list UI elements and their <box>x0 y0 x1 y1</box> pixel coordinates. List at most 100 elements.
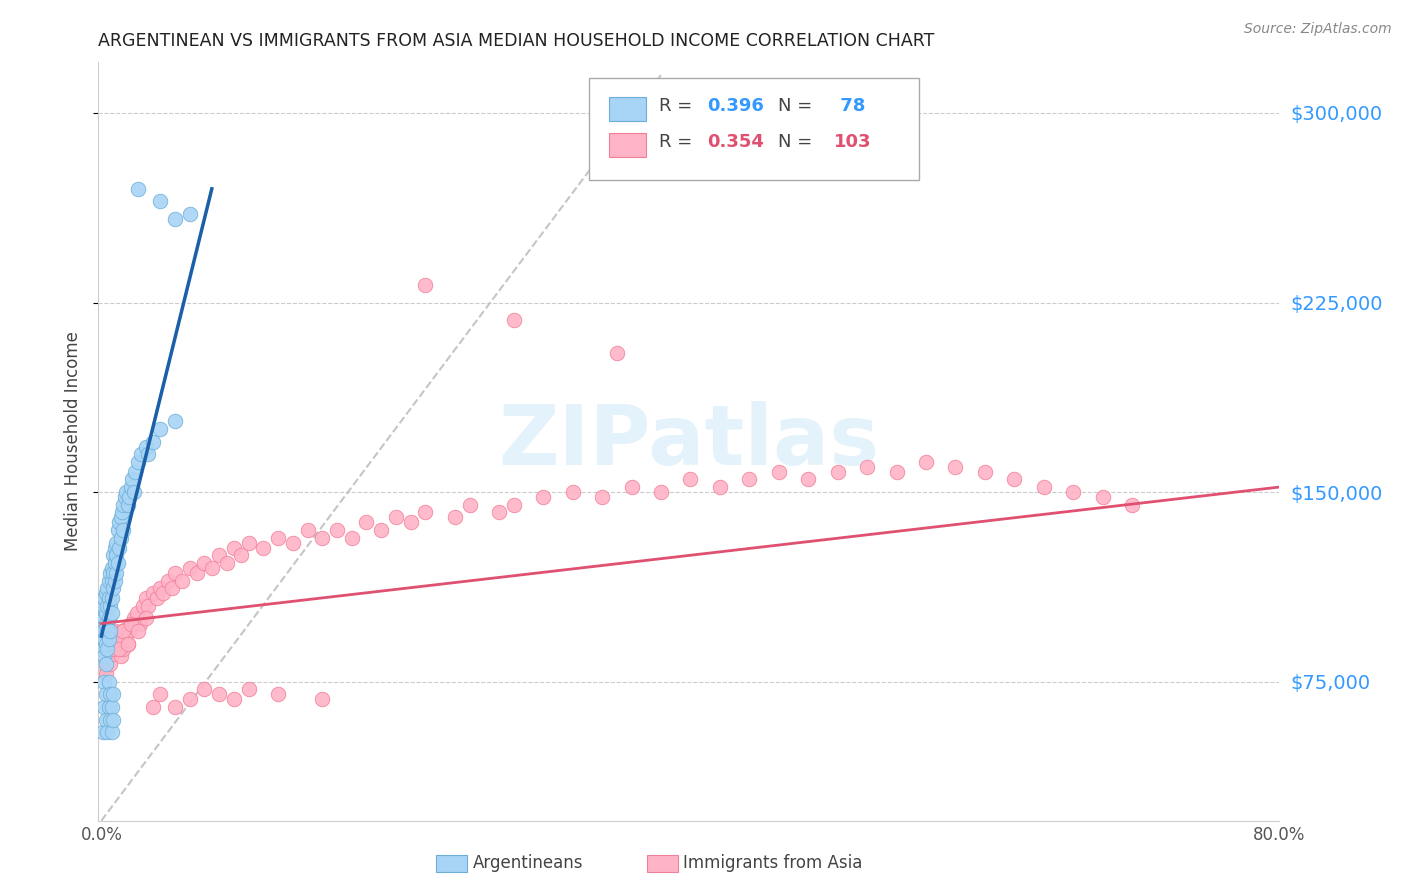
Point <box>149 422 172 436</box>
Point <box>93 632 115 646</box>
Point <box>101 581 124 595</box>
Point <box>100 699 122 714</box>
Point <box>97 574 120 588</box>
Point <box>135 440 157 454</box>
Point <box>128 616 150 631</box>
Point <box>107 523 129 537</box>
Point <box>94 607 117 621</box>
Point <box>311 531 333 545</box>
Point <box>149 687 172 701</box>
Point <box>104 556 127 570</box>
Point <box>163 212 186 227</box>
Point <box>110 510 132 524</box>
Point <box>152 586 174 600</box>
Point <box>91 599 114 613</box>
Point <box>252 541 274 555</box>
Point <box>94 624 117 639</box>
Point <box>97 591 120 606</box>
Point <box>118 490 141 504</box>
Point <box>91 725 114 739</box>
Point <box>104 574 127 588</box>
Point <box>215 556 238 570</box>
Point <box>108 641 131 656</box>
Text: Immigrants from Asia: Immigrants from Asia <box>683 855 863 872</box>
Point <box>94 657 117 671</box>
Point <box>105 535 128 549</box>
Point <box>96 725 118 739</box>
Point <box>231 548 253 563</box>
FancyBboxPatch shape <box>609 133 647 157</box>
Point <box>98 657 121 671</box>
Point <box>179 692 201 706</box>
Point <box>112 523 135 537</box>
Text: Argentineans: Argentineans <box>472 855 583 872</box>
Point <box>118 624 141 639</box>
Point <box>502 498 524 512</box>
Point <box>156 574 179 588</box>
Text: R =: R = <box>659 133 699 151</box>
Y-axis label: Median Household Income: Median Household Income <box>65 332 83 551</box>
Text: ARGENTINEAN VS IMMIGRANTS FROM ASIA MEDIAN HOUSEHOLD INCOME CORRELATION CHART: ARGENTINEAN VS IMMIGRANTS FROM ASIA MEDI… <box>98 32 935 50</box>
Point <box>93 674 115 689</box>
Point <box>129 447 152 461</box>
Point <box>193 682 215 697</box>
Point <box>149 581 172 595</box>
Point <box>886 465 908 479</box>
Point <box>488 505 510 519</box>
Point <box>98 713 121 727</box>
Point <box>98 624 121 639</box>
Point <box>709 480 731 494</box>
Point <box>458 498 481 512</box>
Text: Source: ZipAtlas.com: Source: ZipAtlas.com <box>1244 22 1392 37</box>
Point <box>146 591 169 606</box>
Point <box>138 447 160 461</box>
Point <box>222 692 245 706</box>
Point <box>149 194 172 209</box>
Point <box>93 649 115 664</box>
Point <box>101 548 124 563</box>
Point <box>91 624 114 639</box>
Point <box>117 637 139 651</box>
Point <box>97 699 120 714</box>
Point <box>117 498 139 512</box>
Point <box>127 182 149 196</box>
Point <box>96 624 118 639</box>
Point <box>650 485 672 500</box>
Point <box>201 561 224 575</box>
Point <box>108 632 131 646</box>
Point <box>122 485 145 500</box>
Point <box>974 465 997 479</box>
Point <box>356 516 378 530</box>
Point <box>1002 472 1025 486</box>
Point <box>96 637 118 651</box>
Point <box>1091 490 1114 504</box>
Point <box>101 641 124 656</box>
Point <box>120 616 142 631</box>
Point <box>114 490 136 504</box>
Text: ZIPatlas: ZIPatlas <box>499 401 879 482</box>
Point <box>797 472 820 486</box>
Point <box>138 599 160 613</box>
Point <box>105 548 128 563</box>
Point <box>104 624 127 639</box>
Point <box>1062 485 1084 500</box>
Point <box>415 505 437 519</box>
Point <box>186 566 208 580</box>
Text: N =: N = <box>778 133 817 151</box>
Text: 0.396: 0.396 <box>707 97 763 115</box>
Point <box>238 535 260 549</box>
Point <box>98 599 121 613</box>
Point <box>100 607 122 621</box>
Point <box>399 516 422 530</box>
Point <box>96 641 118 656</box>
Point <box>98 566 121 580</box>
Point <box>238 682 260 697</box>
Point <box>93 611 115 625</box>
Point <box>135 611 157 625</box>
Point <box>179 561 201 575</box>
FancyBboxPatch shape <box>589 78 920 180</box>
Point <box>101 687 124 701</box>
Point <box>111 624 134 639</box>
Point <box>96 599 118 613</box>
Point <box>142 586 165 600</box>
